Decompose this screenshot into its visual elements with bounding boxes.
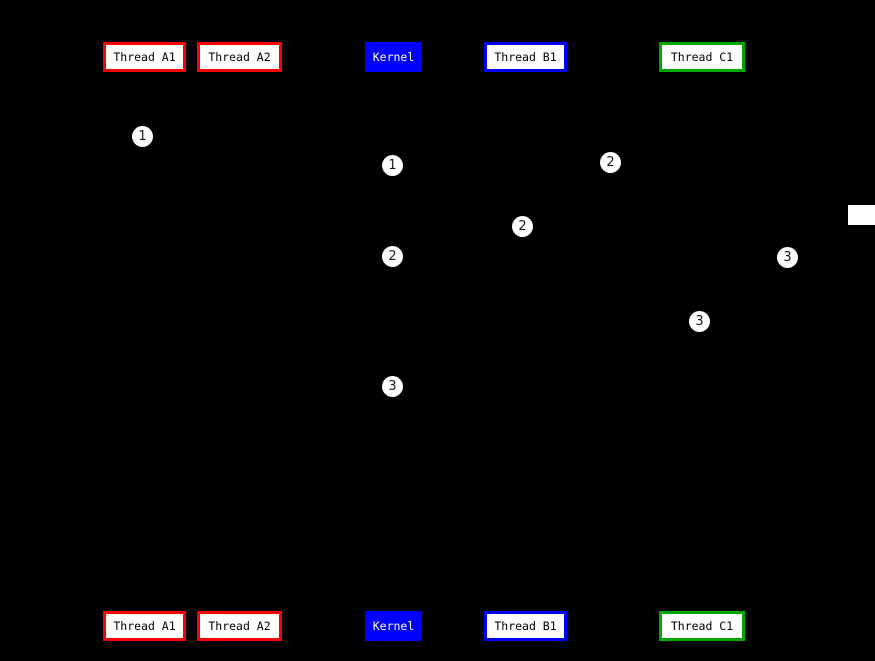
sequence-marker-1-thread-a1: 1 — [132, 126, 153, 147]
sequence-marker-3-right-edge: 3 — [777, 247, 798, 268]
participant-label: Thread A2 — [208, 50, 271, 64]
participant-box-thread-c1-bottom: Thread C1 — [659, 611, 745, 641]
participant-box-kernel-top: Kernel — [365, 42, 422, 72]
sequence-marker-2-thread-b1: 2 — [512, 216, 533, 237]
sequence-marker-2-between-b1-c1: 2 — [600, 152, 621, 173]
participant-box-kernel-bottom: Kernel — [365, 611, 422, 641]
participant-box-thread-a2-top: Thread A2 — [197, 42, 282, 72]
participant-label: Thread A1 — [113, 619, 176, 633]
participant-label: Thread C1 — [670, 50, 734, 64]
participant-box-thread-a1-bottom: Thread A1 — [103, 611, 186, 641]
participant-box-thread-c1-top: Thread C1 — [659, 42, 745, 72]
participant-label: Thread A2 — [208, 619, 271, 633]
participant-box-thread-a1-top: Thread A1 — [103, 42, 186, 72]
participant-label: Thread C1 — [670, 619, 734, 633]
clipped-note-box — [848, 205, 875, 225]
participant-box-thread-b1-bottom: Thread B1 — [484, 611, 567, 641]
sequence-marker-3-thread-c1: 3 — [689, 311, 710, 332]
participant-label: Kernel — [372, 619, 415, 633]
participant-label: Thread A1 — [113, 50, 176, 64]
participant-label: Thread B1 — [494, 619, 557, 633]
participant-box-thread-b1-top: Thread B1 — [484, 42, 567, 72]
sequence-marker-2-kernel: 2 — [382, 246, 403, 267]
sequence-marker-3-kernel: 3 — [382, 376, 403, 397]
participant-label: Thread B1 — [494, 50, 557, 64]
participant-box-thread-a2-bottom: Thread A2 — [197, 611, 282, 641]
participant-label: Kernel — [372, 50, 415, 64]
sequence-marker-1-kernel: 1 — [382, 155, 403, 176]
